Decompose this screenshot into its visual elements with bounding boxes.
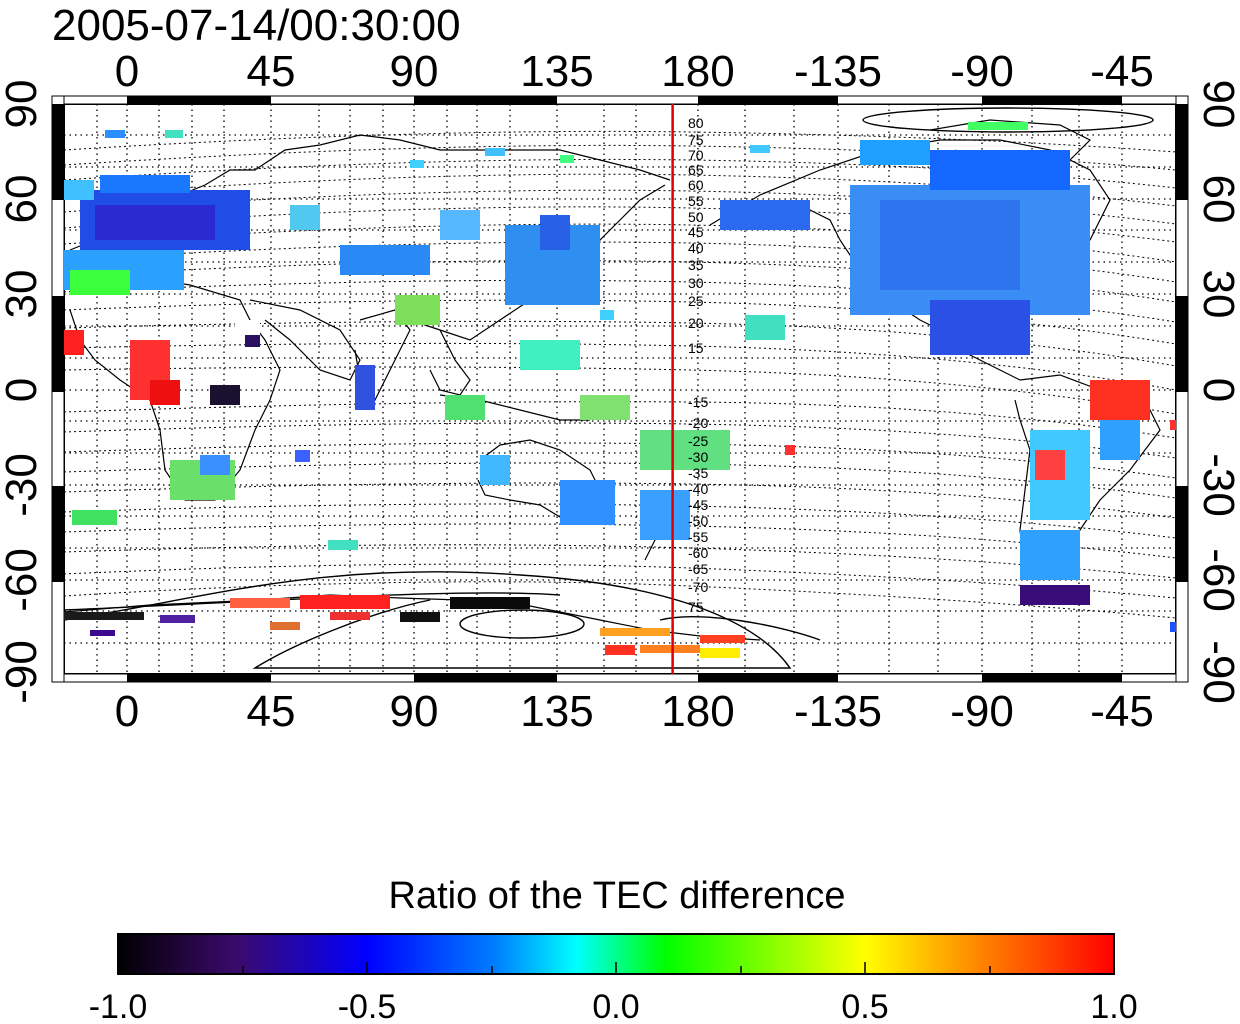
bottom-lon-label: 45 bbox=[247, 687, 296, 736]
tec-ratio-data bbox=[64, 122, 1176, 658]
left-lat-label: 90 bbox=[0, 80, 46, 129]
contour-label: -15 bbox=[688, 394, 708, 410]
contour-label: -60 bbox=[688, 545, 708, 561]
colorbar: Ratio of the TEC difference -1.0 -0.5 0.… bbox=[89, 875, 1138, 1024]
contour-label: -70 bbox=[688, 579, 708, 595]
contour-label: 80 bbox=[688, 115, 704, 131]
contour-label: 70 bbox=[688, 147, 704, 163]
bottom-lon-label: 0 bbox=[115, 687, 139, 736]
contour-label: 60 bbox=[688, 177, 704, 193]
contour-label: 65 bbox=[688, 162, 704, 178]
southeast-asia-coast bbox=[429, 329, 471, 396]
colorbar-tick: 1.0 bbox=[1090, 988, 1137, 1024]
contour-label: -40 bbox=[688, 481, 708, 497]
africa-patch bbox=[64, 330, 240, 525]
top-lon-label: 90 bbox=[390, 47, 439, 96]
contour-label: 15 bbox=[688, 340, 704, 356]
contour-label: 45 bbox=[688, 224, 704, 240]
bottom-lon-label: -90 bbox=[950, 687, 1014, 736]
colorbar-minor-ticks bbox=[242, 962, 991, 974]
contour-label: -25 bbox=[688, 433, 708, 449]
top-lon-label: 45 bbox=[247, 47, 296, 96]
asia-patch bbox=[290, 205, 600, 325]
right-lat-label: 30 bbox=[1194, 270, 1240, 319]
oceania-patch bbox=[445, 340, 730, 540]
contour-label: 75 bbox=[688, 132, 704, 148]
right-latitude-axis: 90 60 30 0 -30 -60 -90 bbox=[1194, 80, 1240, 704]
contour-label: -65 bbox=[688, 561, 708, 577]
contour-label: -35 bbox=[688, 465, 708, 481]
bottom-lon-label: 180 bbox=[661, 687, 734, 736]
north-america-patch bbox=[720, 140, 1090, 355]
left-lat-label: -30 bbox=[0, 453, 46, 517]
bottom-lon-label: -135 bbox=[794, 687, 882, 736]
contour-label: 75 bbox=[688, 599, 704, 615]
bottom-lon-label: 90 bbox=[390, 687, 439, 736]
colorbar-tick: -1.0 bbox=[89, 988, 148, 1024]
left-lat-label: 60 bbox=[0, 175, 46, 224]
contour-label: 35 bbox=[688, 257, 704, 273]
right-lat-label: -90 bbox=[1194, 640, 1240, 704]
contour-label: -45 bbox=[688, 497, 708, 513]
right-lat-label: 60 bbox=[1194, 175, 1240, 224]
top-lon-label: -135 bbox=[794, 47, 882, 96]
contour-label: -20 bbox=[688, 415, 708, 431]
contour-labels: 80 75 70 65 60 55 50 45 40 35 30 25 20 1… bbox=[688, 115, 708, 615]
antarctic-patch bbox=[64, 595, 745, 658]
contour-label: -30 bbox=[688, 449, 708, 465]
left-lat-label: -60 bbox=[0, 548, 46, 612]
top-longitude-axis: 0 45 90 135 180 -135 -90 -45 bbox=[115, 47, 1154, 96]
top-lon-label: 0 bbox=[115, 47, 139, 96]
left-lat-label: 0 bbox=[0, 378, 46, 402]
colorbar-tick: 0.0 bbox=[592, 988, 639, 1024]
right-lat-label: 90 bbox=[1194, 80, 1240, 129]
colorbar-tick: -0.5 bbox=[338, 988, 397, 1024]
contour-label: 50 bbox=[688, 209, 704, 225]
contour-label: 25 bbox=[688, 293, 704, 309]
africa-coast bbox=[69, 274, 281, 501]
top-lon-label: -90 bbox=[950, 47, 1014, 96]
left-latitude-axis: 90 60 30 0 -30 -60 -90 bbox=[0, 80, 46, 704]
frame-border-bars bbox=[51, 95, 1189, 683]
graticule bbox=[64, 104, 1176, 674]
top-lon-label: -45 bbox=[1090, 47, 1154, 96]
bottom-lon-label: -45 bbox=[1090, 687, 1154, 736]
right-lat-label: 0 bbox=[1194, 378, 1240, 402]
contour-label: 55 bbox=[688, 193, 704, 209]
map-panel: 80 75 70 65 60 55 50 45 40 35 30 25 20 1… bbox=[51, 95, 1189, 683]
colorbar-tick: 0.5 bbox=[841, 988, 888, 1024]
right-lat-label: -30 bbox=[1194, 453, 1240, 517]
contour-label: 30 bbox=[688, 275, 704, 291]
contour-label: -50 bbox=[688, 513, 708, 529]
contour-label: 40 bbox=[688, 240, 704, 256]
south-america-patch bbox=[1020, 380, 1150, 605]
right-lat-label: -60 bbox=[1194, 548, 1240, 612]
map-title: 2005-07-14/00:30:00 bbox=[52, 1, 461, 50]
top-lon-label: 180 bbox=[661, 47, 734, 96]
left-lat-label: -90 bbox=[0, 640, 46, 704]
colorbar-title: Ratio of the TEC difference bbox=[389, 875, 846, 917]
europe-patch bbox=[64, 175, 250, 295]
scattered-cells bbox=[105, 122, 1176, 632]
bottom-longitude-axis: 0 45 90 135 180 -135 -90 -45 bbox=[115, 687, 1154, 736]
contour-label: -55 bbox=[688, 529, 708, 545]
left-lat-label: 30 bbox=[0, 270, 46, 319]
bottom-lon-label: 135 bbox=[520, 687, 593, 736]
top-lon-label: 135 bbox=[520, 47, 593, 96]
contour-label: 20 bbox=[688, 315, 704, 331]
